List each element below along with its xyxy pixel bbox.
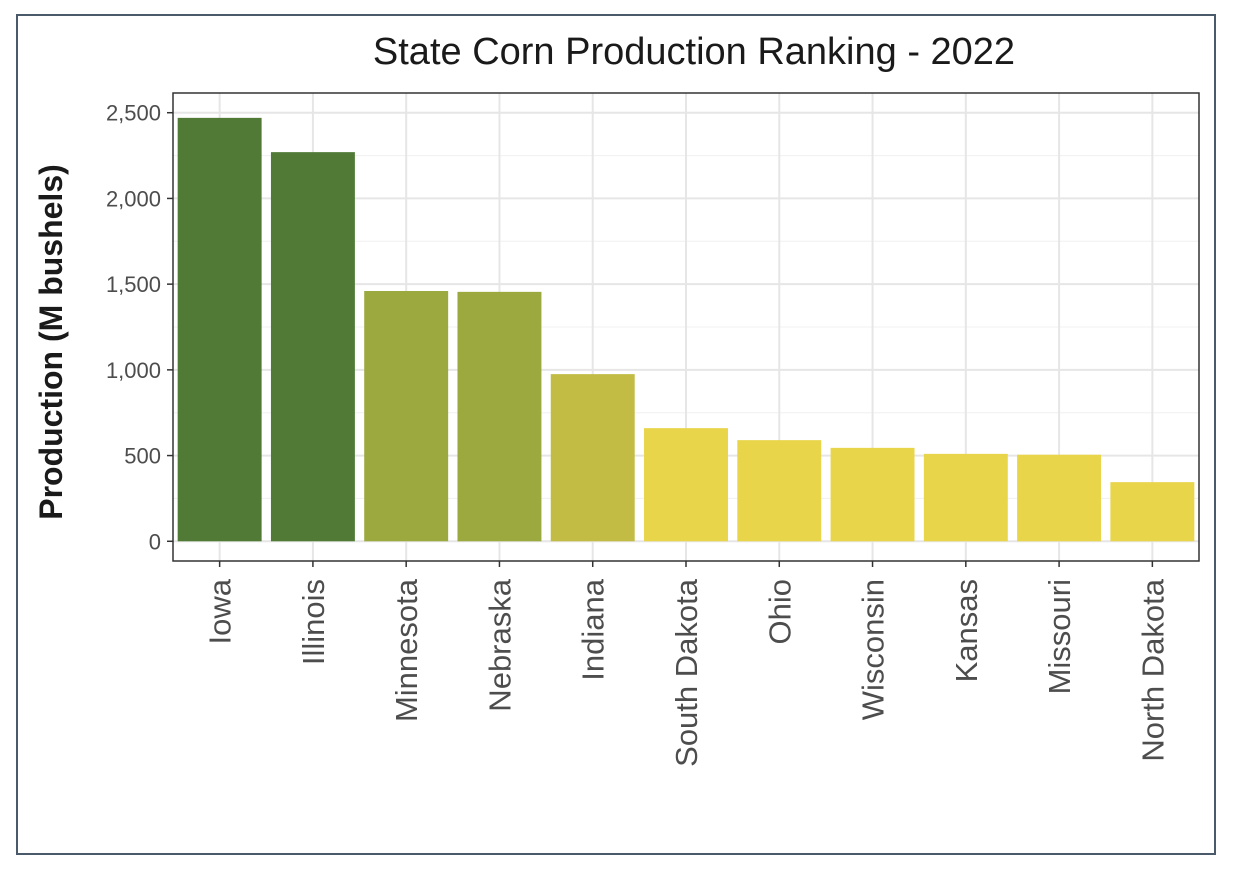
bar-south-dakota — [644, 428, 728, 542]
x-tick-label: Illinois — [296, 579, 331, 665]
chart-frame: 0 500 1,000 1,500 2,000 2,500 Iowa Illinois Min… — [16, 14, 1216, 855]
y-tick-label: 0 — [149, 529, 161, 554]
bar-missouri — [1017, 454, 1102, 542]
x-tick-label: Iowa — [203, 578, 238, 644]
bar-indiana — [550, 374, 635, 542]
x-tick-label: South Dakota — [669, 578, 704, 767]
bar-wisconsin — [830, 447, 915, 542]
x-tick-label: Wisconsin — [856, 579, 891, 720]
y-tick-label: 1,000 — [106, 358, 161, 383]
x-tick-label: Nebraska — [482, 578, 517, 711]
x-tick-label: Kansas — [949, 579, 984, 682]
x-axis: Iowa Illinois Minnesota Nebraska Indiana Sout… — [203, 561, 1170, 767]
y-tick-label: 500 — [124, 444, 161, 469]
y-tick-label: 1,500 — [106, 272, 161, 297]
y-tick-label: 2,000 — [106, 186, 161, 211]
x-tick-label: Missouri — [1042, 579, 1077, 694]
x-tick-label: Indiana — [576, 578, 611, 680]
y-axis: 0 500 1,000 1,500 2,000 2,500 — [106, 101, 173, 554]
x-tick-label: Minnesota — [389, 578, 424, 722]
bar-kansas — [923, 453, 1008, 542]
bar-chart: 0 500 1,000 1,500 2,000 2,500 Iowa Illinois Min… — [33, 31, 1200, 767]
chart-title: State Corn Production Ranking - 2022 — [373, 31, 1015, 73]
bar-ohio — [737, 440, 822, 542]
bar-north-dakota — [1110, 482, 1195, 542]
y-tick-label: 2,500 — [106, 101, 161, 126]
bars — [177, 117, 1195, 542]
bar-illinois — [270, 152, 355, 542]
bar-minnesota — [364, 291, 449, 542]
x-tick-label: Ohio — [762, 579, 797, 644]
bar-iowa — [177, 117, 262, 542]
y-axis-label: Production (M bushels) — [33, 164, 69, 520]
bar-nebraska — [457, 291, 542, 542]
x-tick-label: North Dakota — [1135, 578, 1170, 761]
